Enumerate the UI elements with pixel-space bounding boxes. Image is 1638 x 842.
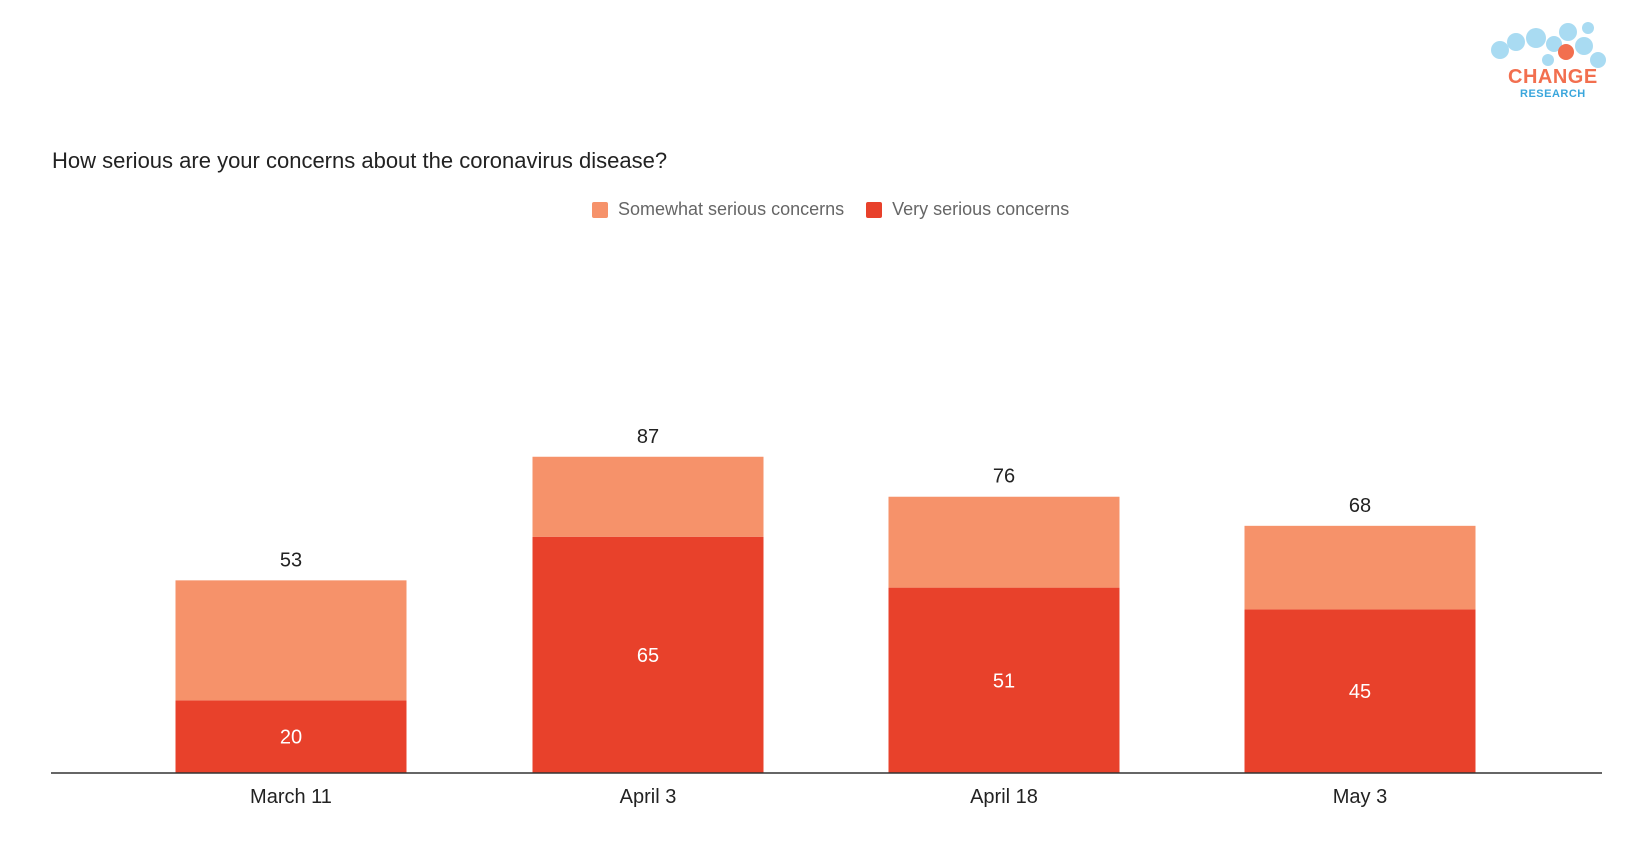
bar-somewhat-serious: [1244, 525, 1476, 610]
legend-item-very: Very serious concerns: [866, 199, 1069, 220]
chart-title: How serious are your concerns about the …: [52, 148, 668, 173]
bar-very-serious: [175, 700, 407, 773]
logo-text-main: CHANGE: [1508, 66, 1598, 88]
legend-label-somewhat: Somewhat serious concerns: [618, 199, 845, 219]
data-label-total: 76: [993, 466, 1015, 488]
bar-somewhat-serious: [532, 456, 764, 537]
data-label-very-serious: 65: [637, 645, 659, 667]
x-tick-label: April 18: [970, 786, 1038, 808]
bar-somewhat-serious: [175, 580, 407, 701]
bar-very-serious: [888, 587, 1120, 773]
data-label-very-serious: 51: [993, 670, 1015, 692]
data-label-total: 68: [1349, 495, 1371, 517]
data-label-very-serious: 20: [280, 727, 302, 749]
data-label-total: 53: [280, 549, 302, 571]
bar-very-serious: [532, 536, 764, 773]
logo-text-sub: RESEARCH: [1520, 88, 1586, 100]
legend-swatch-very: [866, 201, 883, 218]
legend-item-somewhat: Somewhat serious concerns: [592, 199, 844, 220]
legend-label-very: Very serious concerns: [892, 199, 1070, 219]
data-label-very-serious: 45: [1349, 681, 1371, 703]
bar-somewhat-serious: [888, 496, 1120, 588]
change-research-logo: CHANGE RESEARCH: [1488, 20, 1628, 110]
bar-very-serious: [1244, 609, 1476, 773]
data-label-total: 87: [637, 426, 659, 448]
x-tick-label: April 3: [620, 786, 677, 808]
x-tick-label: March 11: [250, 786, 332, 808]
legend-swatch-somewhat: [592, 201, 608, 218]
x-tick-label: May 3: [1333, 786, 1387, 808]
logo-bubbles-icon: [1491, 22, 1606, 68]
legend: Somewhat serious concerns Very serious c…: [592, 199, 1091, 220]
